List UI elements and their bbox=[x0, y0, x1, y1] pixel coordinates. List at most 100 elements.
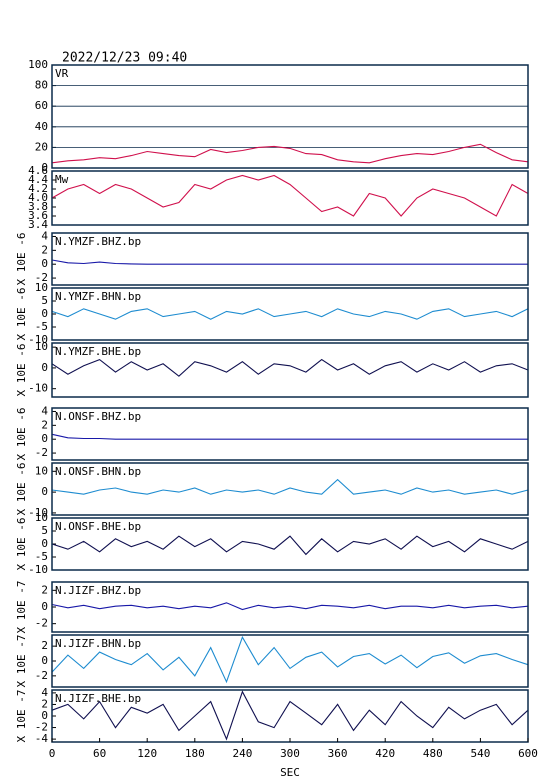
y-tick-label: 10 bbox=[35, 464, 48, 477]
x-tick-label: 360 bbox=[328, 747, 348, 760]
y-tick-label: 5 bbox=[41, 294, 48, 307]
y-tick-label: 0 bbox=[41, 361, 48, 374]
y-tick-label: 3.6 bbox=[28, 209, 48, 222]
waveform bbox=[51, 308, 529, 320]
y-tick-label: 4 bbox=[41, 404, 48, 417]
y-axis-label: X 10E -6 bbox=[15, 518, 28, 571]
x-tick-label: 420 bbox=[375, 747, 395, 760]
y-tick-label: -10 bbox=[28, 382, 48, 395]
y-tick-label: 2 bbox=[41, 697, 48, 710]
y-tick-label: 100 bbox=[28, 58, 48, 71]
x-tick-label: 0 bbox=[49, 747, 56, 760]
y-tick-label: 4.2 bbox=[28, 182, 48, 195]
panel-frame bbox=[51, 462, 529, 516]
y-tick-label: -2 bbox=[35, 669, 48, 682]
y-tick-label: 4 bbox=[41, 229, 48, 242]
trace-label: Mw bbox=[55, 173, 69, 186]
y-tick-label: 0 bbox=[41, 537, 48, 550]
y-tick-label: 4.0 bbox=[28, 191, 48, 204]
waveform bbox=[51, 358, 529, 377]
waveform bbox=[51, 433, 528, 440]
y-tick-label: -2 bbox=[35, 721, 48, 734]
trace-label: N.ONSF.BHE.bp bbox=[55, 520, 141, 533]
panel-frame bbox=[51, 517, 529, 571]
panel-frame bbox=[51, 581, 529, 633]
x-tick-label: 60 bbox=[93, 747, 106, 760]
panel-frame bbox=[51, 342, 529, 398]
x-axis-label: SEC bbox=[280, 766, 300, 779]
y-tick-label: 80 bbox=[35, 79, 48, 92]
y-tick-label: 0 bbox=[41, 257, 48, 270]
y-tick-label: -10 bbox=[28, 333, 48, 346]
y-tick-label: 5 bbox=[41, 524, 48, 537]
y-tick-label: 20 bbox=[35, 140, 48, 153]
waveform bbox=[51, 602, 529, 611]
figure-title: 2022/12/23 09:40 bbox=[62, 51, 187, 66]
y-tick-label: 4.6 bbox=[28, 164, 48, 177]
trace-label: N.ONSF.BHN.bp bbox=[55, 465, 141, 478]
y-tick-label: 40 bbox=[35, 120, 48, 133]
y-tick-label: 2 bbox=[41, 243, 48, 256]
panel-frame bbox=[51, 287, 529, 341]
x-tick-label: 540 bbox=[470, 747, 490, 760]
waveform bbox=[51, 174, 529, 217]
y-tick-label: 0 bbox=[41, 600, 48, 613]
y-axis-label: X 10E -6 bbox=[15, 408, 28, 461]
x-tick-label: 120 bbox=[137, 747, 157, 760]
trace-label: N.YMZF.BHE.bp bbox=[55, 345, 141, 358]
x-tick-label: 480 bbox=[423, 747, 443, 760]
trace-label: VR bbox=[55, 67, 69, 80]
y-tick-label: 0 bbox=[41, 709, 48, 722]
y-tick-label: -10 bbox=[28, 563, 48, 576]
y-axis-label: X 10E -6 bbox=[15, 288, 28, 341]
y-tick-label: 3.4 bbox=[28, 218, 48, 231]
y-tick-label: 0 bbox=[41, 307, 48, 320]
y-tick-label: -2 bbox=[35, 617, 48, 630]
y-tick-label: -2 bbox=[35, 271, 48, 284]
panel-frame bbox=[51, 407, 529, 461]
y-axis-label: X 10E -7 bbox=[15, 635, 28, 688]
waveform bbox=[51, 535, 529, 556]
y-tick-label: 0 bbox=[41, 485, 48, 498]
y-tick-label: 4 bbox=[41, 686, 48, 699]
y-tick-label: -5 bbox=[35, 320, 48, 333]
y-tick-label: 0 bbox=[41, 432, 48, 445]
panel-frame bbox=[51, 64, 529, 169]
x-tick-label: 300 bbox=[280, 747, 300, 760]
y-tick-label: 0 bbox=[41, 654, 48, 667]
y-tick-label: 10 bbox=[35, 511, 48, 524]
y-axis-label: X 10E -6 bbox=[15, 344, 28, 397]
y-tick-label: -4 bbox=[35, 732, 49, 745]
trace-label: N.JIZF.BHN.bp bbox=[55, 637, 141, 650]
y-tick-label: 60 bbox=[35, 99, 48, 112]
y-tick-label: 2 bbox=[41, 583, 48, 596]
panel-frame bbox=[51, 170, 529, 226]
waveform bbox=[51, 143, 529, 164]
y-tick-label: 3.8 bbox=[28, 200, 48, 213]
y-tick-label: 4.4 bbox=[28, 173, 48, 186]
y-tick-label: 10 bbox=[35, 340, 48, 353]
y-tick-label: 2 bbox=[41, 639, 48, 652]
y-axis-label: X 10E -6 bbox=[15, 233, 28, 286]
y-axis-label: X 10E -6 bbox=[15, 463, 28, 516]
waveform bbox=[51, 635, 529, 684]
x-tick-label: 600 bbox=[518, 747, 538, 760]
trace-label: N.JIZF.BHZ.bp bbox=[55, 584, 141, 597]
y-axis-label: X 10E -7 bbox=[15, 690, 28, 743]
panel-frame bbox=[51, 634, 529, 688]
panel-frame bbox=[51, 232, 529, 286]
x-tick-label: 180 bbox=[185, 747, 205, 760]
y-tick-label: -10 bbox=[28, 506, 48, 519]
y-tick-label: -2 bbox=[35, 446, 48, 459]
trace-label: N.JIZF.BHE.bp bbox=[55, 692, 141, 705]
waveform bbox=[51, 259, 528, 265]
trace-label: N.YMZF.BHZ.bp bbox=[55, 235, 141, 248]
x-tick-label: 240 bbox=[232, 747, 252, 760]
trace-label: N.ONSF.BHZ.bp bbox=[55, 410, 141, 423]
y-tick-label: -5 bbox=[35, 550, 48, 563]
trace-label: N.YMZF.BHN.bp bbox=[55, 290, 141, 303]
y-tick-label: 10 bbox=[35, 281, 48, 294]
waveform bbox=[51, 478, 529, 495]
y-axis-label: X 10E -7 bbox=[15, 581, 28, 634]
